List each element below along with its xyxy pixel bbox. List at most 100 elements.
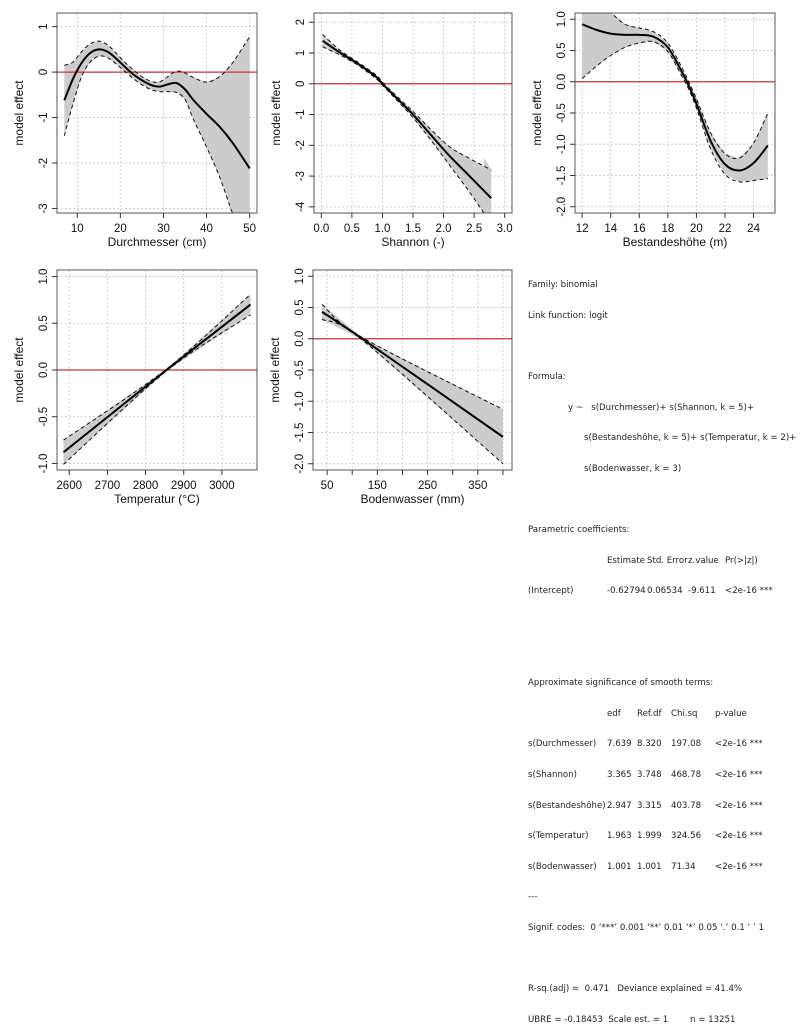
y-tick-label: 0: [38, 69, 50, 75]
y-tick-label: 2: [295, 19, 307, 25]
x-tick-label: 2900: [171, 480, 197, 492]
confidence-band: [582, 13, 768, 182]
x-tick-label: 3.0: [497, 223, 513, 235]
confidence-band: [64, 36, 250, 213]
x-tick-label: 2.0: [436, 223, 452, 235]
x-tick-label: 250: [418, 480, 437, 492]
table-cell: <2e-16 ***: [715, 831, 763, 842]
signif-codes-text: Signif. codes: 0 ‘***’ 0.001 ‘**’ 0.01 ‘…: [528, 922, 764, 933]
table-cell: 3.748: [637, 769, 662, 780]
parametric-row: (Intercept) -0.62794 0.06534 -9.611 <2e-…: [528, 586, 798, 596]
upper-confidence-line: [611, 13, 769, 160]
formula-line: s(Bestandeshöhe, k = 5)+ s(Temperatur, k…: [584, 433, 797, 444]
x-axis-title: Shannon (-): [381, 235, 444, 249]
confidence-band: [322, 34, 492, 213]
family-text: Family: binomial: [528, 280, 598, 291]
y-tick-label: -3: [295, 171, 307, 181]
upper-confidence-line: [322, 34, 492, 171]
x-tick-label: 30: [157, 223, 170, 235]
lower-confidence-line: [581, 40, 768, 183]
y-axis-title: model effect: [268, 337, 282, 403]
y-axis-title: model effect: [269, 80, 283, 146]
table-cell: 3.365: [607, 769, 632, 780]
x-tick-label: 50: [243, 223, 256, 235]
x-tick-label: 20: [690, 223, 703, 235]
fitted-effect-line: [321, 311, 504, 438]
y-tick-label: 0.5: [294, 300, 306, 316]
y-tick-label: 1.0: [556, 11, 568, 27]
x-axis-title: Bodenwasser (mm): [360, 492, 464, 506]
fitted-effect-line: [63, 48, 251, 170]
y-tick-label: -2.0: [556, 197, 568, 217]
table-cell: 3.315: [637, 800, 662, 811]
smooth-row: s(Bestandeshöhe) 2.947 3.315 403.78 <2e-…: [528, 801, 798, 811]
table-cell: 1.001: [607, 861, 632, 872]
header-cell: [528, 556, 607, 566]
y-tick-label: -2: [38, 158, 50, 168]
y-tick-label: -1: [295, 109, 307, 119]
y-tick-label: 0.0: [556, 74, 568, 90]
table-cell: <2e-16 ***: [715, 739, 763, 750]
link-function-text: Link function: logit: [528, 311, 608, 321]
plot-area: [575, 13, 775, 183]
plot-area: [313, 303, 512, 465]
smooth-row: s(Durchmesser) 7.639 8.320 197.08 <2e-16…: [528, 739, 798, 749]
y-tick-label: -1.5: [294, 423, 306, 443]
x-tick-label: 18: [661, 223, 674, 235]
x-tick-label: 10: [71, 223, 84, 235]
gam-model-summary: Family: binomial Link function: logit Fo…: [528, 260, 798, 1035]
y-axis-title: model effect: [12, 80, 26, 146]
upper-confidence-line: [321, 303, 504, 410]
x-tick-label: 350: [468, 480, 487, 492]
smooth-row: s(Bodenwasser) 1.001 1.001 71.34 <2e-16 …: [528, 862, 798, 872]
y-tick-label: 1: [38, 23, 50, 29]
x-tick-label: 16: [633, 223, 646, 235]
header-cell: Ref.df: [637, 708, 662, 719]
fitted-effect-line: [62, 303, 252, 454]
table-cell: -0.62794: [607, 586, 646, 597]
table-cell: s(Durchmesser): [528, 739, 597, 750]
lower-confidence-line: [63, 314, 251, 465]
y-tick-label: -3: [38, 203, 50, 213]
x-tick-label: 24: [747, 223, 760, 235]
x-axis-title: Bestandeshöhe (m): [623, 235, 728, 249]
y-tick-label: -4: [295, 201, 307, 212]
formula-label: Formula:: [528, 372, 566, 383]
table-cell: s(Shannon): [528, 769, 577, 780]
y-tick-label: 0.5: [556, 43, 568, 59]
table-cell: <2e-16 ***: [715, 800, 763, 811]
effect-plot-5: 50 150 250 350 -2.0 -1.5 -1.0 -0.5 0.0 0.5 1.0 Bode…: [268, 268, 513, 506]
upper-confidence-line: [64, 36, 251, 83]
table-cell: s(Bestandeshöhe): [528, 800, 606, 811]
y-axis-title: model effect: [12, 337, 26, 403]
y-tick-label: 1: [295, 50, 307, 56]
table-cell: 197.08: [671, 739, 702, 750]
effect-plot-2: 0.0 0.5 1.0 1.5 2.0 2.5 3.0 -4 -3 -2 -1 0 1 2 Shannon …: [269, 12, 513, 249]
smooth-row: s(Temperatur) 1.963 1.999 324.56 <2e-16 …: [528, 831, 798, 841]
x-tick-label: 2.5: [466, 223, 482, 235]
header-cell: Std. Error: [647, 555, 688, 566]
plot-frame: [56, 12, 258, 214]
x-tick-label: 2800: [133, 480, 159, 492]
header-cell: Pr(>|z|): [725, 555, 758, 566]
x-axis-title: Temperatur (°C): [114, 492, 199, 506]
y-tick-label: 0.5: [38, 315, 50, 331]
table-cell: 7.639: [607, 739, 632, 750]
confidence-band-extension: [483, 157, 492, 213]
x-tick-label: 1.0: [374, 223, 390, 235]
y-tick-label: -2: [295, 140, 307, 150]
ubre-scale-n-text: UBRE = -0.18453 Scale est. = 1 n = 13251: [528, 1014, 736, 1025]
table-cell: 8.320: [637, 739, 662, 750]
header-cell: [528, 709, 607, 719]
table-cell: (Intercept): [528, 586, 574, 597]
table-cell: <2e-16 ***: [715, 769, 763, 780]
table-cell: 468.78: [671, 769, 702, 780]
formula-line: s(Bodenwasser, k = 3): [584, 463, 682, 474]
x-tick-label: 12: [576, 223, 589, 235]
y-tick-label: 0.0: [294, 331, 306, 347]
lower-confidence-line: [63, 55, 233, 213]
upper-confidence-line: [63, 293, 251, 441]
smooth-header-row: edf Ref.df Chi.sq p-value: [528, 709, 798, 719]
formula-line: y ~ s(Durchmesser)+ s(Shannon, k = 5)+: [568, 402, 755, 413]
parametric-header-row: Estimate Std. Error z.value Pr(>|z|): [528, 556, 798, 566]
